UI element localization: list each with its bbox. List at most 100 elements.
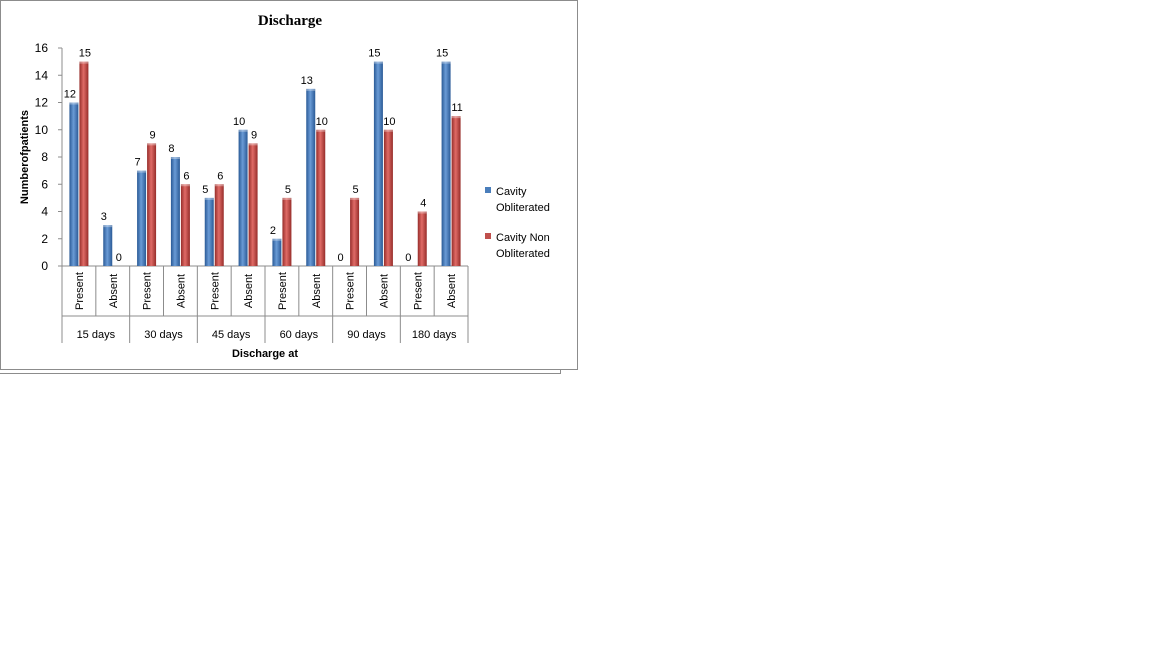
- bar-cap-highlight: [282, 197, 292, 200]
- x-group-label: 30 days: [144, 329, 183, 341]
- x-group-label: 45 days: [212, 329, 251, 341]
- y-tick-label: 16: [35, 41, 49, 55]
- y-tick-label: 4: [41, 205, 48, 219]
- bar-cavity-obliterated: [306, 88, 316, 266]
- data-label: 0: [338, 252, 344, 264]
- bar-cavity-obliterated: [103, 225, 113, 266]
- bar-cavity-non-obliterated: [383, 129, 393, 266]
- y-tick-label: 14: [35, 68, 49, 82]
- bar-cap-highlight: [180, 184, 190, 187]
- bar-cap-highlight: [451, 116, 461, 119]
- x-subcategory-label: Present: [209, 272, 221, 310]
- bar-cap-highlight: [170, 157, 180, 159]
- data-label: 5: [202, 184, 208, 196]
- x-axis-title: Discharge at: [232, 348, 298, 360]
- y-tick-label: 0: [41, 259, 48, 273]
- x-subcategory-label: Absent: [311, 274, 323, 308]
- bar-cavity-non-obliterated: [214, 184, 224, 266]
- bar-cap-highlight: [373, 61, 383, 64]
- legend-label-line2: Obliterated: [496, 248, 550, 260]
- data-label: 2: [270, 225, 276, 237]
- bar-cap-highlight: [441, 61, 451, 64]
- data-label: 8: [168, 143, 174, 155]
- data-label: 3: [101, 211, 107, 223]
- x-subcategory-label: Present: [142, 272, 154, 310]
- bar-cavity-obliterated: [373, 61, 383, 266]
- bar-cap-highlight: [204, 197, 214, 200]
- y-tick-label: 6: [41, 177, 48, 191]
- y-tick-label: 8: [41, 150, 48, 164]
- bar-cap-highlight: [350, 197, 360, 200]
- data-label: 10: [316, 116, 328, 128]
- bar-cavity-non-obliterated: [282, 197, 292, 266]
- bar-cap-highlight: [103, 225, 113, 228]
- data-label: 9: [251, 129, 257, 141]
- legend-label-line2: Obliterated: [496, 202, 550, 214]
- data-label: 7: [135, 157, 141, 169]
- x-group-label: 15 days: [77, 329, 116, 341]
- data-label: 4: [420, 198, 426, 210]
- data-label: 15: [79, 48, 91, 60]
- bar-cap-highlight: [214, 184, 224, 187]
- bar-cap-highlight: [306, 88, 316, 91]
- data-label: 5: [285, 184, 291, 196]
- bar-cap-highlight: [248, 143, 258, 146]
- x-subcategory-label: Present: [412, 272, 424, 310]
- bar-cavity-obliterated: [441, 61, 451, 266]
- bar-cap-highlight: [383, 129, 393, 132]
- bar-cavity-obliterated: [170, 157, 180, 266]
- x-subcategory-label: Absent: [378, 274, 390, 308]
- bar-cap-highlight: [69, 102, 79, 105]
- data-label: 13: [301, 75, 313, 87]
- data-label: 11: [451, 102, 462, 114]
- bar-cavity-non-obliterated: [417, 211, 427, 266]
- bar-cavity-non-obliterated: [316, 129, 326, 266]
- data-label: 15: [368, 48, 380, 60]
- bar-cavity-obliterated: [69, 102, 79, 266]
- data-label: 9: [150, 129, 156, 141]
- bar-cavity-obliterated: [238, 129, 248, 266]
- bar-cavity-non-obliterated: [248, 143, 258, 266]
- x-group-label: 90 days: [347, 329, 386, 341]
- bar-cap-highlight: [79, 61, 89, 64]
- bar-cap-highlight: [316, 129, 326, 132]
- bar-cap-highlight: [417, 211, 427, 214]
- bar-cavity-non-obliterated: [147, 143, 157, 266]
- data-label: 10: [233, 116, 245, 128]
- bar-cap-highlight: [137, 170, 147, 173]
- bar-cap-highlight: [272, 238, 282, 241]
- data-label: 15: [436, 48, 448, 60]
- data-label: 12: [64, 89, 76, 101]
- x-subcategory-label: Absent: [243, 274, 255, 308]
- x-subcategory-label: Present: [74, 272, 86, 310]
- x-subcategory-label: Absent: [175, 274, 187, 308]
- data-label: 0: [116, 252, 122, 264]
- data-label: 0: [405, 252, 411, 264]
- data-label: 6: [183, 170, 189, 182]
- bar-cavity-non-obliterated: [451, 116, 461, 266]
- legend-label-line1: Cavity Non: [496, 232, 550, 244]
- y-tick-label: 2: [41, 232, 48, 246]
- legend-swatch: [485, 187, 491, 193]
- y-tick-label: 12: [35, 96, 49, 110]
- data-label: 6: [217, 170, 223, 182]
- bar-cavity-obliterated: [272, 238, 282, 266]
- y-axis-title: Numberofpatients: [19, 110, 31, 204]
- x-subcategory-label: Absent: [108, 274, 120, 308]
- data-label: 5: [353, 184, 359, 196]
- bar-cap-highlight: [147, 143, 157, 146]
- frame-underline: [0, 373, 561, 374]
- legend-label-line1: Cavity: [496, 186, 527, 198]
- frame-underline-tick: [560, 370, 561, 374]
- x-subcategory-label: Present: [345, 272, 357, 310]
- bar-cavity-obliterated: [137, 170, 147, 266]
- bar-cavity-non-obliterated: [350, 197, 360, 266]
- data-label: 10: [383, 116, 395, 128]
- bar-cap-highlight: [238, 129, 248, 132]
- bar-cavity-non-obliterated: [180, 184, 190, 266]
- chart-title: Discharge: [258, 13, 322, 29]
- x-subcategory-label: Present: [277, 272, 289, 310]
- x-subcategory-label: Absent: [446, 274, 458, 308]
- bar-cavity-obliterated: [204, 197, 214, 266]
